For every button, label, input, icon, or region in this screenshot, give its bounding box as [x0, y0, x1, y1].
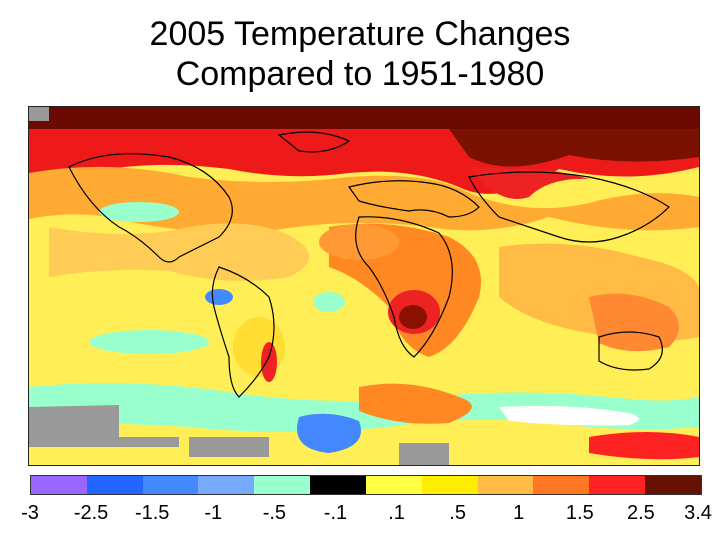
anomaly-map-canvas: [29, 107, 699, 465]
title-line-1: 2005 Temperature Changes: [149, 15, 571, 53]
legend-swatch: [31, 476, 87, 494]
legend-tick-label: 3.4: [684, 502, 712, 524]
legend-swatch: [365, 476, 422, 494]
legend-tick-label: -.1: [323, 502, 348, 524]
legend-swatch: [421, 476, 478, 494]
no-data-patch: [29, 107, 49, 121]
legend-swatch: [198, 476, 255, 494]
legend-tick-label: .5: [449, 502, 466, 524]
legend-tick-label: -.5: [262, 502, 287, 524]
legend-swatch: [142, 476, 199, 494]
legend-tick-label: .1: [388, 502, 405, 524]
temperature-anomaly-map: [28, 106, 700, 466]
legend-swatch: [533, 476, 590, 494]
no-data-south: [29, 405, 179, 447]
legend-tick-label: -2.5: [73, 502, 109, 524]
arctic-band: [29, 107, 699, 129]
legend-tick-label: 1: [513, 502, 525, 524]
legend-swatch: [589, 476, 646, 494]
legend-tick-label: -1: [204, 502, 223, 524]
legend-swatch: [477, 476, 534, 494]
legend-swatch: [254, 476, 311, 494]
legend-tick-label: -3: [21, 502, 39, 524]
legend-tick-label: 2.5: [627, 502, 655, 524]
legend-swatch: [310, 476, 366, 494]
color-scale-legend: [30, 475, 702, 495]
coastlines: [68, 131, 670, 398]
legend-tick-label: 1.5: [565, 502, 594, 524]
map-title: 2005 Temperature Changes Compared to 195…: [0, 14, 720, 94]
legend-swatch: [645, 476, 701, 494]
title-line-2: Compared to 1951-1980: [175, 55, 545, 93]
legend-tick-label: -1.5: [134, 502, 170, 524]
legend-swatch: [86, 476, 143, 494]
